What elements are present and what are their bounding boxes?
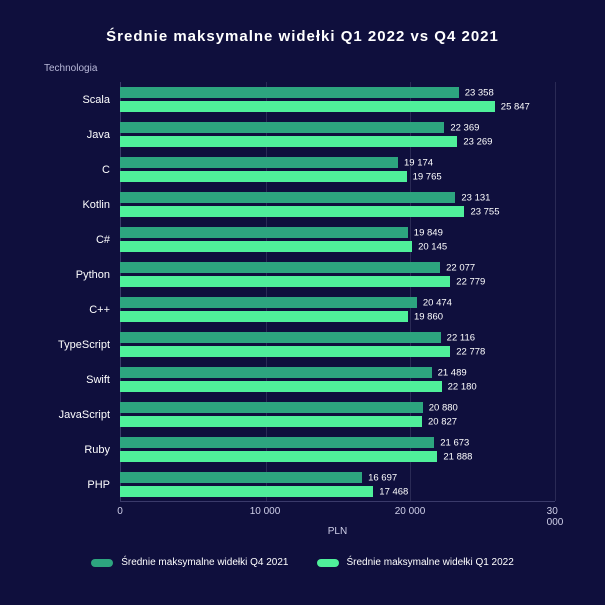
- bar-value-label: 21 673: [434, 437, 469, 448]
- bar-value-label: 19 860: [408, 311, 443, 322]
- bar-q1_2022: [120, 416, 422, 427]
- legend-item: Średnie maksymalne widełki Q1 2022: [317, 557, 514, 568]
- bar-value-label: 16 697: [362, 472, 397, 483]
- bar-value-label: 23 755: [464, 206, 499, 217]
- bar-q1_2022: [120, 451, 437, 462]
- category-label: Swift: [86, 374, 120, 386]
- bar-value-label: 23 269: [457, 136, 492, 147]
- bar-value-label: 23 358: [459, 87, 494, 98]
- bar-value-label: 25 847: [495, 101, 530, 112]
- category-row: JavaScript20 88020 827: [120, 397, 555, 432]
- category-row: Python22 07722 779: [120, 257, 555, 292]
- bar-q4_2021: [120, 437, 434, 448]
- bar-q4_2021: [120, 402, 423, 413]
- category-label: Kotlin: [82, 199, 120, 211]
- bar-value-label: 19 849: [408, 227, 443, 238]
- category-row: C19 17419 765: [120, 152, 555, 187]
- legend-label: Średnie maksymalne widełki Q4 2021: [121, 557, 288, 568]
- legend-label: Średnie maksymalne widełki Q1 2022: [347, 557, 514, 568]
- salary-chart: Średnie maksymalne widełki Q1 2022 vs Q4…: [0, 0, 605, 588]
- bar-q1_2022: [120, 381, 442, 392]
- bar-value-label: 19 765: [407, 171, 442, 182]
- bar-q1_2022: [120, 276, 450, 287]
- bar-q4_2021: [120, 157, 398, 168]
- category-row: C#19 84920 145: [120, 222, 555, 257]
- legend: Średnie maksymalne widełki Q4 2021 Średni…: [30, 557, 575, 568]
- category-label: Scala: [82, 94, 120, 106]
- category-row: TypeScript22 11622 778: [120, 327, 555, 362]
- legend-swatch: [317, 559, 339, 567]
- category-label: C#: [96, 234, 120, 246]
- category-label: Python: [76, 269, 120, 281]
- bar-value-label: 21 489: [432, 367, 467, 378]
- category-row: Kotlin23 13123 755: [120, 187, 555, 222]
- x-axis-label: PLN: [120, 526, 555, 537]
- bar-q1_2022: [120, 171, 407, 182]
- bar-q4_2021: [120, 192, 455, 203]
- category-label: PHP: [87, 479, 120, 491]
- bar-value-label: 22 077: [440, 262, 475, 273]
- bar-value-label: 23 131: [455, 192, 490, 203]
- category-label: TypeScript: [58, 339, 120, 351]
- legend-item: Średnie maksymalne widełki Q4 2021: [91, 557, 288, 568]
- bar-q1_2022: [120, 346, 450, 357]
- x-tick-label: 30 000: [547, 506, 564, 528]
- bar-q4_2021: [120, 262, 440, 273]
- category-label: JavaScript: [59, 409, 120, 421]
- bar-value-label: 22 369: [444, 122, 479, 133]
- category-label: Ruby: [84, 444, 120, 456]
- bar-q1_2022: [120, 486, 373, 497]
- bar-q4_2021: [120, 297, 417, 308]
- bar-value-label: 20 880: [423, 402, 458, 413]
- bar-q4_2021: [120, 122, 444, 133]
- bar-q4_2021: [120, 87, 459, 98]
- bar-value-label: 19 174: [398, 157, 433, 168]
- bar-value-label: 20 827: [422, 416, 457, 427]
- legend-swatch: [91, 559, 113, 567]
- bar-value-label: 17 468: [373, 486, 408, 497]
- category-label: C: [102, 164, 120, 176]
- category-row: Java22 36923 269: [120, 117, 555, 152]
- bar-q1_2022: [120, 136, 457, 147]
- bar-value-label: 20 145: [412, 241, 447, 252]
- plot-area: Scala23 35825 847Java22 36923 269C19 174…: [120, 82, 555, 502]
- gridline: [555, 82, 556, 501]
- category-row: Ruby21 67321 888: [120, 432, 555, 467]
- bar-q4_2021: [120, 367, 432, 378]
- bar-value-label: 21 888: [437, 451, 472, 462]
- bar-q4_2021: [120, 227, 408, 238]
- category-row: C++20 47419 860: [120, 292, 555, 327]
- category-label: Java: [87, 129, 120, 141]
- category-row: PHP16 69717 468: [120, 467, 555, 502]
- x-tick-label: 10 000: [250, 506, 281, 517]
- bar-value-label: 22 779: [450, 276, 485, 287]
- bar-q4_2021: [120, 472, 362, 483]
- y-axis-label: Technologia: [44, 63, 575, 74]
- bar-q1_2022: [120, 101, 495, 112]
- bar-q1_2022: [120, 311, 408, 322]
- bar-value-label: 20 474: [417, 297, 452, 308]
- x-ticks: 010 00020 00030 000: [120, 502, 555, 520]
- bar-value-label: 22 778: [450, 346, 485, 357]
- bar-q1_2022: [120, 206, 464, 217]
- category-row: Swift21 48922 180: [120, 362, 555, 397]
- bar-q4_2021: [120, 332, 441, 343]
- chart-title: Średnie maksymalne widełki Q1 2022 vs Q4…: [30, 28, 575, 45]
- x-tick-label: 20 000: [395, 506, 426, 517]
- bar-q1_2022: [120, 241, 412, 252]
- bar-value-label: 22 116: [441, 332, 475, 343]
- category-label: C++: [89, 304, 120, 316]
- category-row: Scala23 35825 847: [120, 82, 555, 117]
- bar-value-label: 22 180: [442, 381, 477, 392]
- x-tick-label: 0: [117, 506, 123, 517]
